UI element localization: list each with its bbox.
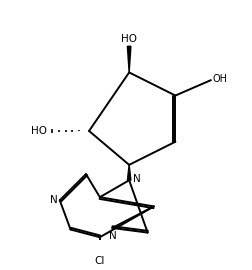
Text: HO: HO <box>32 126 47 136</box>
Text: OH: OH <box>212 74 228 84</box>
Text: N: N <box>133 174 140 184</box>
Text: N: N <box>109 231 116 241</box>
Polygon shape <box>128 165 131 180</box>
Text: Cl: Cl <box>95 256 105 266</box>
Text: N: N <box>50 195 57 205</box>
Polygon shape <box>128 46 131 72</box>
Text: HO: HO <box>121 34 137 44</box>
